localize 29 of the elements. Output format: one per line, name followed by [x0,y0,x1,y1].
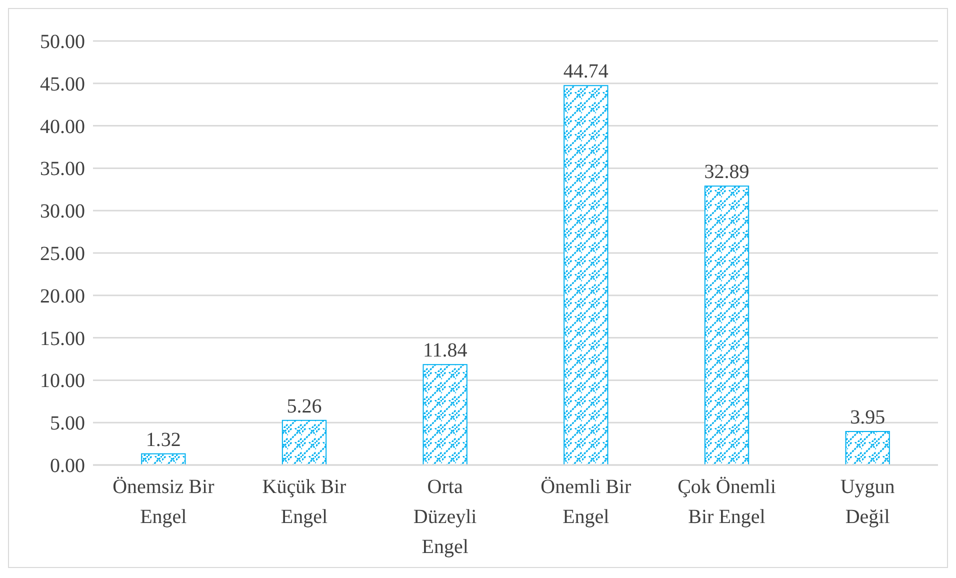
data-label: 3.95 [850,406,886,429]
y-tick-label: 5.00 [50,412,85,435]
y-tick-label: 45.00 [40,73,85,96]
x-tick-label: Önemsiz Bir Engel [112,476,215,528]
bar [704,186,750,466]
x-tick-label: Çok Önemli Bir Engel [678,476,776,528]
y-tick-label: 50.00 [40,31,85,53]
x-tick-label: Uygun Değil [840,476,895,528]
bar [141,453,186,466]
data-label: 5.26 [286,395,322,418]
bar [422,364,468,466]
y-tick-label: 30.00 [40,200,85,223]
y-tick-label: 25.00 [40,243,85,265]
data-label: 32.89 [704,161,750,184]
bar [564,85,608,466]
data-label: 11.84 [422,340,468,362]
bar [282,420,327,466]
y-tick-label: 10.00 [40,370,85,392]
x-tick-label: Küçük Bir Engel [262,476,347,528]
bar [845,431,890,466]
y-tick-label: 0.00 [50,455,85,477]
data-label: 44.74 [563,60,608,83]
x-tick-label: Orta Düzeyli Engel [413,476,478,558]
y-tick-label: 15.00 [40,328,85,350]
y-tick-label: 40.00 [40,116,85,138]
data-label: 1.32 [146,428,181,451]
y-tick-label: 20.00 [40,285,85,308]
x-tick-label: Önemli Bir Engel [540,476,632,528]
y-tick-label: 35.00 [40,158,85,180]
